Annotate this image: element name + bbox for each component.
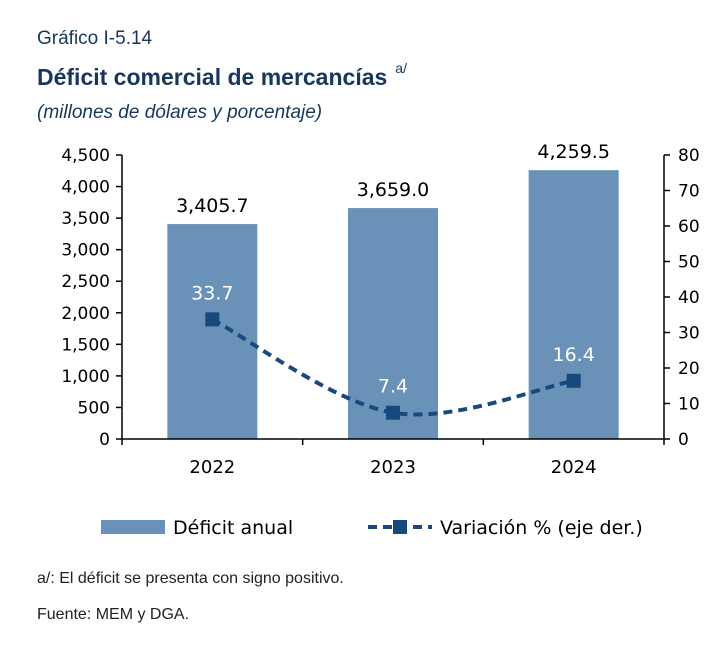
source-note: Fuente: MEM y DGA.	[37, 606, 189, 624]
legend-bar-swatch	[101, 520, 165, 534]
right-tick-label: 30	[678, 324, 700, 344]
left-tick-label: 3,500	[61, 209, 110, 229]
chart-area: 3,405.73,659.04,259.505001,0001,5002,000…	[0, 0, 728, 560]
right-tick-label: 20	[678, 359, 700, 379]
right-tick-label: 10	[678, 395, 700, 415]
left-tick-label: 500	[78, 398, 110, 418]
bar-value-label: 3,405.7	[176, 195, 249, 217]
left-tick-label: 4,000	[61, 178, 110, 198]
x-tick-label: 2022	[189, 457, 235, 478]
variation-point	[205, 312, 219, 326]
left-tick-label: 1,500	[61, 335, 110, 355]
x-tick-label: 2023	[370, 457, 416, 478]
left-tick-label: 3,000	[61, 241, 110, 261]
left-tick-label: 2,500	[61, 272, 110, 292]
right-tick-label: 60	[678, 217, 700, 237]
right-tick-label: 40	[678, 288, 700, 308]
left-tick-label: 1,000	[61, 367, 110, 387]
right-tick-label: 70	[678, 182, 700, 202]
legend-line-marker	[393, 520, 407, 534]
x-tick-label: 2024	[551, 457, 597, 478]
bar-value-label: 3,659.0	[357, 179, 430, 201]
variation-value-label: 16.4	[553, 344, 595, 366]
legend-line-label: Variación % (eje der.)	[440, 517, 643, 539]
variation-point	[567, 374, 581, 388]
bar-value-label: 4,259.5	[537, 141, 610, 163]
bar-2022	[167, 224, 257, 439]
right-tick-label: 0	[678, 430, 689, 450]
left-tick-label: 0	[99, 430, 110, 450]
variation-value-label: 33.7	[191, 282, 233, 304]
right-tick-label: 50	[678, 253, 700, 273]
footnote: a/: El déficit se presenta con signo pos…	[37, 570, 344, 588]
bar-2024	[529, 170, 619, 439]
right-tick-label: 80	[678, 146, 700, 166]
left-tick-label: 2,000	[61, 304, 110, 324]
variation-value-label: 7.4	[378, 376, 408, 398]
legend-bar-label: Déficit anual	[173, 517, 293, 539]
left-tick-label: 4,500	[61, 146, 110, 166]
variation-point	[386, 406, 400, 420]
